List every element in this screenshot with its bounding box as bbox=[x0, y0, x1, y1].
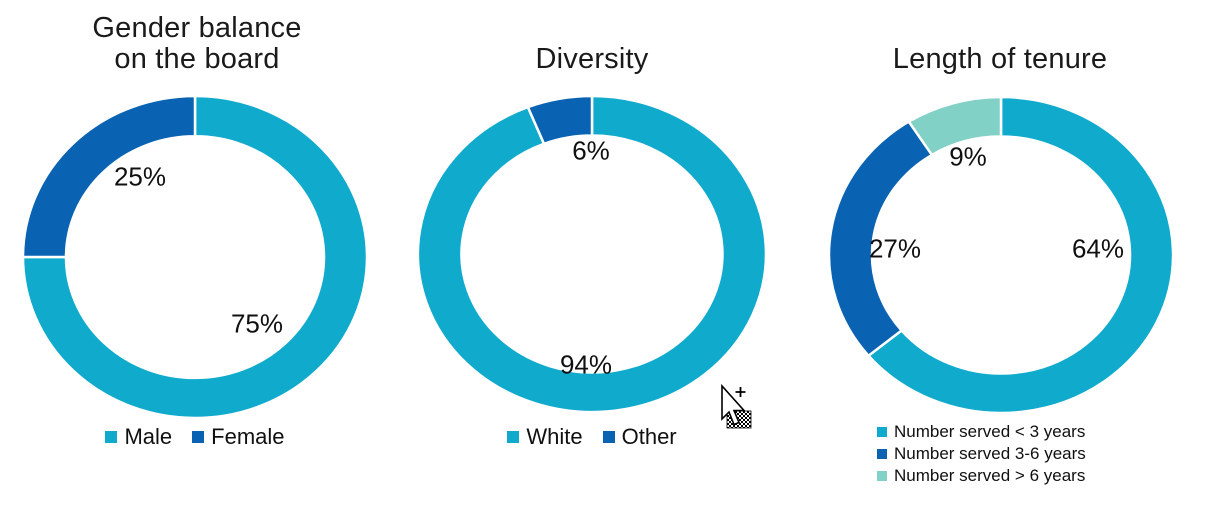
data-label-number-served-3-6-years: 27% bbox=[868, 233, 922, 264]
legend-item-white: White bbox=[507, 424, 583, 450]
legend-label: Other bbox=[621, 424, 677, 449]
chart-title-diversity: Diversity bbox=[535, 43, 649, 75]
legend-item-other: Other bbox=[602, 424, 677, 450]
donut-segment-other[interactable] bbox=[526, 94, 594, 146]
legend-item-female: Female bbox=[192, 424, 285, 450]
legend-length-of-tenure: Number served < 3 years Number served 3-6… bbox=[877, 421, 1086, 487]
legend-label: White bbox=[526, 424, 583, 449]
data-label-number-served-6-years: 9% bbox=[949, 141, 987, 172]
legend-swatch-icon bbox=[877, 471, 887, 481]
data-label-number-served-3-years: 64% bbox=[1071, 233, 1125, 264]
legend-label: Number served > 6 years bbox=[894, 466, 1086, 485]
legend-label: Number served < 3 years bbox=[894, 422, 1086, 441]
plus-icon bbox=[735, 387, 746, 397]
legend-item-number-served-3-years: Number served < 3 years bbox=[877, 421, 1086, 443]
legend-swatch-icon bbox=[877, 449, 887, 459]
data-label-female: 25% bbox=[113, 161, 167, 192]
legend-gender-balance: Male Female bbox=[0, 424, 415, 450]
legend-swatch-icon bbox=[105, 431, 118, 443]
legend-swatch-icon bbox=[192, 431, 205, 443]
chart-title-length-of-tenure: Length of tenure bbox=[892, 43, 1108, 75]
drag-copy-cursor-icon bbox=[721, 383, 752, 429]
data-label-white: 94% bbox=[559, 349, 613, 380]
donut-segment-number-served-6-years[interactable] bbox=[907, 95, 1003, 157]
legend-swatch-icon bbox=[602, 431, 615, 443]
legend-item-number-served-6-years: Number served > 6 years bbox=[877, 465, 1086, 487]
legend-label: Male bbox=[124, 424, 173, 449]
donut-segment-white[interactable] bbox=[416, 94, 768, 414]
legend-diversity: White Other bbox=[372, 424, 812, 450]
legend-label: Female bbox=[211, 424, 285, 449]
donut-segment-female[interactable] bbox=[21, 94, 197, 259]
data-label-male: 75% bbox=[230, 308, 284, 339]
legend-swatch-icon bbox=[877, 427, 887, 437]
donut-segment-male[interactable] bbox=[21, 94, 369, 420]
chart-title-gender-balance: Gender balance on the board bbox=[92, 12, 302, 75]
legend-label: Number served 3-6 years bbox=[894, 444, 1086, 463]
arrow-pointer-icon bbox=[721, 383, 746, 426]
legend-swatch-icon bbox=[507, 431, 520, 443]
donut-segment-number-served-3-years[interactable] bbox=[866, 95, 1175, 415]
legend-item-male: Male bbox=[105, 424, 172, 450]
legend-item-number-served-3-6-years: Number served 3-6 years bbox=[877, 443, 1086, 465]
data-label-other: 6% bbox=[572, 135, 610, 166]
